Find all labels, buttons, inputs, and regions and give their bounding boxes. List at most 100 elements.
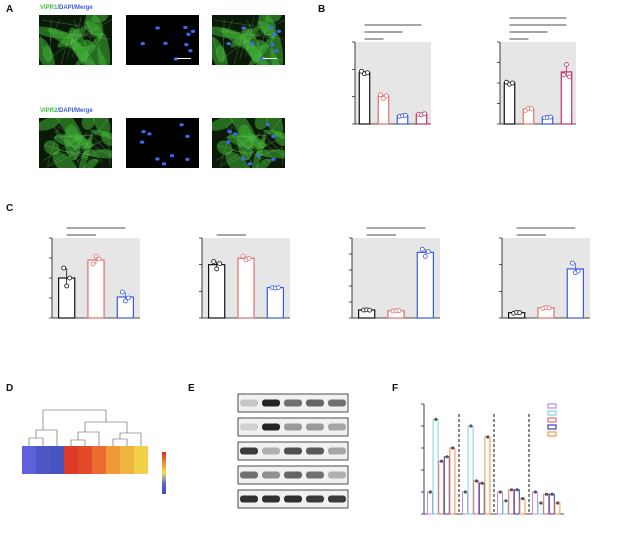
bar — [207, 264, 226, 319]
data-point — [556, 501, 560, 505]
bar — [473, 480, 480, 515]
data-point — [125, 295, 131, 301]
data-point — [61, 265, 67, 271]
bar — [537, 502, 544, 515]
cell-body — [212, 37, 228, 65]
fiber — [51, 31, 87, 57]
nucleus — [140, 41, 145, 46]
cell-body — [82, 158, 99, 168]
vipr2-dapi-image — [126, 118, 199, 168]
western-blot-e — [237, 393, 349, 509]
fiber — [239, 24, 251, 59]
panel-a-row2-title: VIPR2/DAPI/Merge — [40, 108, 93, 114]
fiber — [219, 137, 284, 168]
fiber — [39, 34, 45, 54]
band — [306, 471, 324, 479]
cell-body — [212, 118, 233, 131]
bar — [554, 502, 561, 515]
band — [262, 447, 280, 455]
nucleus — [185, 134, 190, 138]
bar — [427, 491, 433, 515]
nucleus — [255, 154, 261, 158]
fiber — [88, 142, 110, 156]
data-point — [575, 268, 581, 274]
band — [328, 495, 346, 503]
cell-body — [39, 37, 55, 65]
data-point — [517, 310, 523, 316]
heatmap-cell — [92, 446, 106, 474]
fiber — [216, 132, 262, 161]
bar — [416, 251, 435, 319]
panel-label-c: C — [6, 203, 14, 214]
cell-body — [74, 33, 104, 65]
data-point — [396, 308, 402, 314]
cell-body — [97, 32, 111, 65]
band — [328, 399, 346, 407]
nucleus — [274, 49, 279, 53]
bar — [543, 493, 550, 515]
heatmap-cell — [22, 446, 36, 474]
fiber — [217, 144, 274, 162]
bar — [502, 500, 509, 515]
bar — [432, 418, 439, 515]
data-point — [384, 93, 389, 99]
data-point — [434, 417, 438, 421]
fiber — [215, 19, 265, 28]
data-point — [378, 92, 383, 98]
fiber — [259, 148, 283, 156]
bar — [532, 491, 538, 515]
panel-a-row1-title: VIPR1/DAPI/Merge — [40, 5, 93, 11]
heatmap-cell — [106, 446, 120, 474]
fiber — [224, 135, 267, 138]
fiber — [231, 125, 245, 138]
nucleus — [227, 130, 232, 134]
fiber — [255, 139, 276, 162]
fiber — [67, 33, 105, 36]
data-point — [546, 305, 552, 311]
cell-body — [90, 129, 112, 140]
bar — [438, 460, 445, 515]
nucleus — [241, 157, 246, 161]
chart-b-vipr1 — [352, 24, 431, 125]
data-point — [365, 70, 370, 76]
data-point — [533, 490, 537, 494]
data-point — [403, 112, 408, 118]
bar — [566, 268, 585, 319]
legend-swatch — [547, 424, 557, 430]
fiber — [49, 19, 61, 41]
band — [284, 447, 302, 455]
data-point — [480, 481, 484, 485]
vipr2-dapi-canvas — [139, 123, 190, 166]
fiber — [222, 19, 234, 41]
nucleus — [141, 130, 146, 134]
nucleus — [186, 32, 191, 36]
vipr2-merge-canvas — [212, 118, 285, 168]
nucleus — [272, 32, 277, 36]
data-point — [515, 488, 519, 492]
fiber — [245, 16, 255, 57]
nucleus — [163, 41, 168, 45]
heatmap-cell — [50, 446, 64, 474]
fiber — [59, 28, 79, 35]
fiber — [72, 16, 82, 57]
data-point — [539, 501, 543, 505]
nucleus — [226, 41, 231, 46]
fiber — [46, 137, 111, 168]
data-point — [93, 253, 99, 259]
dendrogram-branch — [77, 431, 100, 446]
band — [284, 399, 302, 407]
data-point — [567, 74, 572, 80]
data-point — [381, 95, 386, 101]
data-point — [445, 455, 449, 459]
band — [306, 447, 324, 455]
bar — [449, 447, 456, 515]
data-point — [217, 261, 223, 266]
band — [262, 423, 280, 431]
band — [240, 471, 258, 479]
data-point — [428, 490, 432, 494]
cell-body — [270, 32, 284, 65]
fiber — [93, 137, 112, 156]
cell-body — [225, 151, 253, 168]
nucleus — [169, 154, 175, 158]
nucleus — [188, 49, 193, 53]
